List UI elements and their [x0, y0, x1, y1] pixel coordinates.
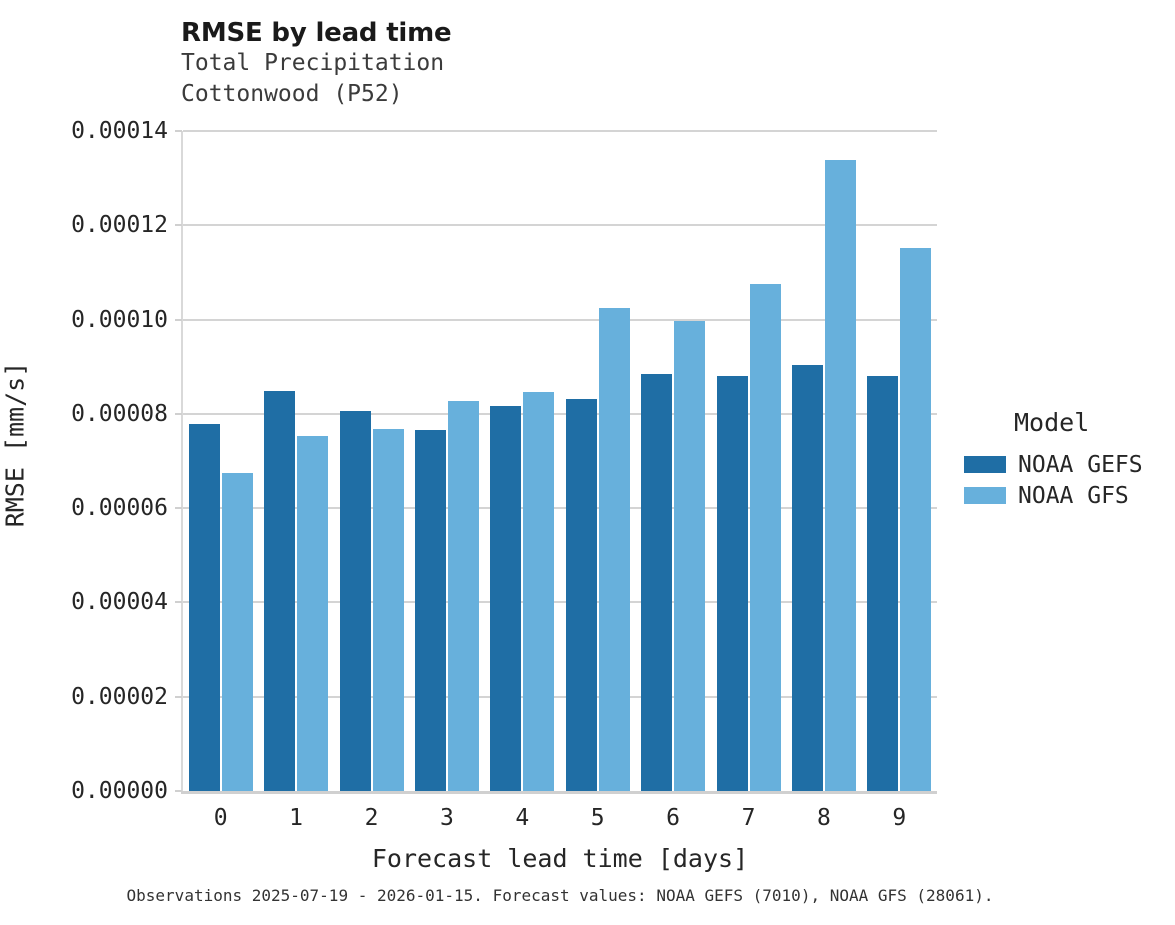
y-axis-line: [181, 131, 183, 793]
y-axis-tick-label: 0.00006: [71, 495, 168, 522]
bar-noaa-gefs-lead-0[interactable]: [188, 424, 220, 791]
x-axis-tick-label: 5: [590, 805, 605, 831]
legend-title: Model: [1014, 408, 1090, 437]
legend-swatch-icon: [964, 487, 1006, 504]
x-axis-line: [181, 791, 937, 794]
y-axis-tick-mark: [175, 318, 182, 321]
bar-noaa-gefs-lead-8[interactable]: [791, 365, 823, 791]
gridline: [183, 507, 937, 510]
bar-noaa-gefs-lead-7[interactable]: [716, 375, 748, 791]
y-axis-tick-label: 0.00008: [71, 400, 168, 427]
gridline: [183, 412, 937, 415]
y-axis-tick-mark: [175, 790, 182, 792]
x-axis-tick-label: 3: [439, 805, 454, 831]
x-axis-tick-label: 4: [515, 805, 530, 831]
x-axis-tick-label: 7: [741, 805, 756, 831]
gridline: [183, 601, 937, 604]
gridline: [183, 318, 937, 321]
plot-area: [183, 130, 937, 791]
gridline: [183, 130, 937, 132]
x-axis-tick-label: 8: [816, 805, 831, 831]
bar-noaa-gefs-lead-2[interactable]: [339, 411, 371, 791]
bar-noaa-gfs-lead-6[interactable]: [674, 320, 706, 791]
legend: Model NOAA GEFS NOAA GFS: [964, 408, 1143, 511]
bar-noaa-gfs-lead-1[interactable]: [297, 436, 329, 791]
gridline: [183, 224, 937, 227]
y-axis-tick-label: 0.00004: [71, 589, 168, 616]
y-axis-tick-label: 0.00012: [71, 212, 168, 239]
bar-noaa-gefs-lead-1[interactable]: [264, 390, 296, 791]
y-axis-tick-mark: [175, 130, 182, 132]
bar-noaa-gefs-lead-9[interactable]: [867, 375, 899, 791]
legend-label: NOAA GFS: [1018, 482, 1129, 509]
y-axis-tick-mark: [175, 601, 182, 604]
title-block: RMSE by lead time Total Precipitation Co…: [181, 18, 881, 110]
y-axis-tick-mark: [175, 412, 182, 415]
x-axis-tick-label: 9: [892, 805, 907, 831]
y-axis-tick-labels: 0.00000 0.00002 0.00004 0.00006 0.00008 0.000…: [0, 0, 182, 925]
legend-item-noaa-gfs[interactable]: NOAA GFS: [964, 480, 1143, 511]
legend-entries: NOAA GEFS NOAA GFS: [964, 449, 1143, 511]
y-axis-tick-mark: [175, 224, 182, 227]
y-axis-tick-label: 0.00014: [71, 118, 168, 144]
y-axis-tick-label: 0.00002: [71, 683, 168, 710]
x-axis-tick-label: 2: [364, 805, 379, 831]
bar-noaa-gfs-lead-9[interactable]: [900, 248, 932, 791]
bar-noaa-gefs-lead-4[interactable]: [490, 406, 522, 791]
x-axis-tick-label: 6: [666, 805, 681, 831]
y-axis-tick-mark: [175, 695, 182, 698]
gridline: [183, 695, 937, 698]
y-axis-tick-mark: [175, 507, 182, 510]
legend-label: NOAA GEFS: [1018, 451, 1143, 478]
bar-noaa-gfs-lead-5[interactable]: [598, 308, 630, 791]
y-axis-tick-label: 0.00010: [71, 306, 168, 333]
bar-noaa-gfs-lead-4[interactable]: [523, 391, 555, 791]
bar-noaa-gefs-lead-5[interactable]: [565, 398, 597, 791]
bar-noaa-gfs-lead-0[interactable]: [221, 473, 253, 791]
x-axis-tick-label: 1: [289, 805, 304, 831]
bar-noaa-gfs-lead-3[interactable]: [447, 401, 479, 791]
legend-item-noaa-gefs[interactable]: NOAA GEFS: [964, 449, 1143, 480]
page-title: RMSE by lead time: [181, 18, 452, 48]
bar-noaa-gfs-lead-7[interactable]: [749, 283, 781, 791]
bar-noaa-gefs-lead-3[interactable]: [414, 430, 446, 791]
bar-noaa-gefs-lead-6[interactable]: [641, 373, 673, 791]
chart-subtitle-station: Cottonwood (P52): [181, 81, 403, 107]
bar-noaa-gfs-lead-2[interactable]: [372, 429, 404, 791]
chart-subtitle-variable: Total Precipitation: [181, 50, 445, 76]
y-axis-title: RMSE [mm/s]: [0, 361, 30, 528]
x-axis-title: Forecast lead time [days]: [371, 844, 749, 873]
legend-swatch-icon: [964, 456, 1006, 473]
y-axis-tick-label: 0.00000: [71, 778, 168, 804]
bar-noaa-gfs-lead-8[interactable]: [824, 160, 856, 791]
x-axis-tick-label: 0: [213, 805, 228, 831]
chart-caption: Observations 2025-07-19 - 2026-01-15. Fo…: [126, 886, 994, 905]
